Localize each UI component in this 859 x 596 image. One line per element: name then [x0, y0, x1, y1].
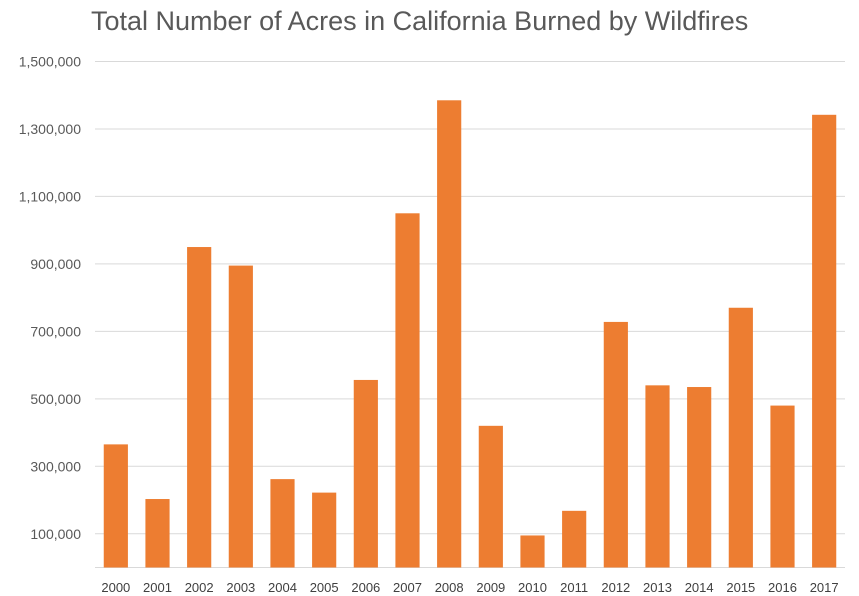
x-tick-label: 2009 [476, 580, 505, 595]
bar-2010 [520, 535, 545, 568]
x-tick-label: 2004 [268, 580, 297, 595]
bar-2009 [478, 425, 503, 568]
x-tick-label: 2015 [726, 580, 755, 595]
bar-2012 [603, 321, 628, 568]
x-tick-label: 2001 [143, 580, 172, 595]
x-tick-label: 2011 [560, 580, 588, 595]
chart-title: Total Number of Acres in California Burn… [91, 6, 749, 36]
x-tick-label: 2002 [185, 580, 214, 595]
y-tick-label: 1,100,000 [19, 188, 81, 204]
x-tick-label: 2007 [393, 580, 422, 595]
x-tick-label: 2012 [601, 580, 630, 595]
x-tick-label: 2000 [101, 580, 130, 595]
y-tick-label: 1,500,000 [19, 54, 81, 70]
bar-2011 [562, 510, 587, 568]
bar-2004 [270, 479, 295, 568]
x-tick-label: 2006 [351, 580, 380, 595]
bar-2016 [770, 405, 795, 568]
bar-2017 [812, 114, 837, 568]
y-axis-tick-labels: 100,000 300,000 500,000 700,000 900,000 1,100… [19, 54, 82, 542]
bar-2005 [312, 492, 337, 568]
y-tick-label: 1,300,000 [19, 121, 81, 137]
x-tick-label: 2013 [643, 580, 672, 595]
x-tick-label: 2016 [768, 580, 797, 595]
x-tick-label: 2010 [518, 580, 547, 595]
bar-2008 [437, 100, 462, 568]
x-tick-label: 2008 [435, 580, 464, 595]
x-tick-label: 2017 [810, 580, 839, 595]
x-tick-label: 2003 [226, 580, 255, 595]
bar-2003 [228, 265, 253, 568]
bar-2015 [728, 307, 753, 568]
y-tick-label: 100,000 [30, 526, 81, 542]
bar-2002 [187, 247, 212, 568]
y-tick-label: 300,000 [30, 458, 81, 474]
y-tick-label: 900,000 [30, 256, 81, 272]
bars [103, 100, 837, 568]
bar-2001 [145, 499, 170, 568]
y-tick-label: 700,000 [30, 323, 81, 339]
gridlines [95, 61, 845, 568]
x-axis-category-labels: 2000 2001 2002 2003 2004 2005 2006 2007 2008 2009… [101, 580, 838, 595]
y-tick-label: 500,000 [30, 391, 81, 407]
bar-2013 [645, 385, 670, 568]
bar-2014 [687, 387, 712, 568]
bar-2000 [103, 444, 128, 568]
x-tick-label: 2005 [310, 580, 339, 595]
bar-2006 [353, 379, 378, 568]
bar-2007 [395, 213, 420, 568]
x-tick-label: 2014 [685, 580, 714, 595]
